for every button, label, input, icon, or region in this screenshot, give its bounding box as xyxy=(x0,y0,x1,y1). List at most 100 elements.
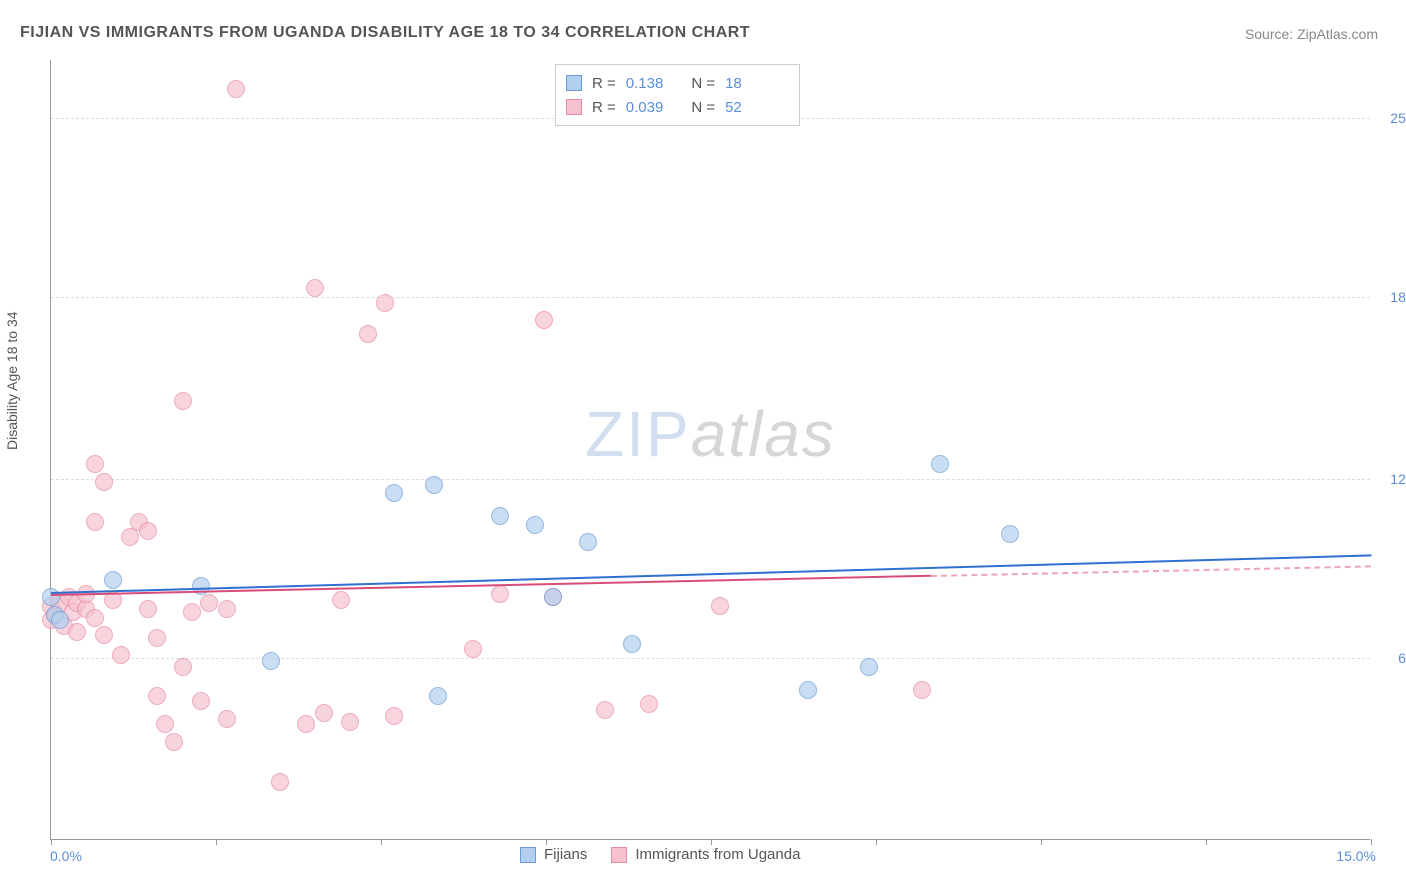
data-point-uganda xyxy=(68,623,86,641)
data-point-fijians xyxy=(104,571,122,589)
n-value: 52 xyxy=(725,99,742,116)
legend-row-fijians: R = 0.138 N = 18 xyxy=(566,71,789,95)
chart-title: FIJIAN VS IMMIGRANTS FROM UGANDA DISABIL… xyxy=(20,24,750,42)
r-label: R = xyxy=(592,75,616,92)
x-tick xyxy=(51,839,52,845)
chart-container: FIJIAN VS IMMIGRANTS FROM UGANDA DISABIL… xyxy=(0,0,1406,892)
x-tick xyxy=(216,839,217,845)
data-point-uganda xyxy=(139,522,157,540)
y-tick-label: 25.0% xyxy=(1375,110,1406,126)
legend-row-uganda: R = 0.039 N = 52 xyxy=(566,95,789,119)
data-point-uganda xyxy=(148,687,166,705)
data-point-fijians xyxy=(623,635,641,653)
y-tick-label: 18.8% xyxy=(1375,289,1406,305)
legend-label: Immigrants from Uganda xyxy=(635,846,800,863)
r-value: 0.039 xyxy=(626,99,664,116)
x-tick xyxy=(381,839,382,845)
data-point-uganda xyxy=(156,715,174,733)
y-axis-title: Disability Age 18 to 34 xyxy=(4,311,20,450)
data-point-uganda xyxy=(139,600,157,618)
data-point-uganda xyxy=(315,704,333,722)
data-point-uganda xyxy=(359,325,377,343)
data-point-fijians xyxy=(931,455,949,473)
data-point-fijians xyxy=(1001,525,1019,543)
data-point-uganda xyxy=(913,681,931,699)
data-point-uganda xyxy=(271,773,289,791)
data-point-uganda xyxy=(200,594,218,612)
n-label: N = xyxy=(691,75,715,92)
plot-area: ZIPatlas 6.3%12.5%18.8%25.0% xyxy=(50,60,1370,840)
data-point-uganda xyxy=(218,600,236,618)
y-tick-label: 6.3% xyxy=(1375,650,1406,666)
trend-line-uganda xyxy=(931,566,1371,578)
data-point-fijians xyxy=(262,652,280,670)
legend-label: Fijians xyxy=(544,846,587,863)
trend-line-fijians xyxy=(51,554,1371,594)
source-label: Source: ZipAtlas.com xyxy=(1245,26,1378,42)
x-axis-max-label: 15.0% xyxy=(1336,848,1376,864)
data-point-uganda xyxy=(218,710,236,728)
swatch-icon xyxy=(520,847,536,863)
swatch-icon xyxy=(611,847,627,863)
x-tick xyxy=(711,839,712,845)
x-tick xyxy=(1041,839,1042,845)
x-tick xyxy=(1206,839,1207,845)
gridline xyxy=(51,658,1370,659)
data-point-fijians xyxy=(51,611,69,629)
r-label: R = xyxy=(592,99,616,116)
r-value: 0.138 xyxy=(626,75,664,92)
data-point-uganda xyxy=(174,658,192,676)
legend-item-uganda: Immigrants from Uganda xyxy=(611,846,800,863)
gridline xyxy=(51,297,1370,298)
swatch-icon xyxy=(566,75,582,91)
data-point-fijians xyxy=(429,687,447,705)
data-point-uganda xyxy=(86,609,104,627)
data-point-uganda xyxy=(297,715,315,733)
x-tick xyxy=(876,839,877,845)
data-point-uganda xyxy=(596,701,614,719)
data-point-uganda xyxy=(112,646,130,664)
data-point-fijians xyxy=(385,484,403,502)
data-point-fijians xyxy=(491,507,509,525)
data-point-fijians xyxy=(579,533,597,551)
data-point-uganda xyxy=(341,713,359,731)
data-point-uganda xyxy=(306,279,324,297)
data-point-uganda xyxy=(95,626,113,644)
watermark: ZIPatlas xyxy=(585,397,836,471)
data-point-uganda xyxy=(86,513,104,531)
data-point-uganda xyxy=(332,591,350,609)
x-tick xyxy=(1371,839,1372,845)
data-point-uganda xyxy=(227,80,245,98)
correlation-legend: R = 0.138 N = 18 R = 0.039 N = 52 xyxy=(555,64,800,126)
data-point-fijians xyxy=(425,476,443,494)
data-point-uganda xyxy=(86,455,104,473)
x-axis-min-label: 0.0% xyxy=(50,848,82,864)
data-point-uganda xyxy=(192,692,210,710)
data-point-uganda xyxy=(640,695,658,713)
y-tick-label: 12.5% xyxy=(1375,471,1406,487)
data-point-fijians xyxy=(544,588,562,606)
n-label: N = xyxy=(691,99,715,116)
data-point-fijians xyxy=(799,681,817,699)
data-point-uganda xyxy=(535,311,553,329)
n-value: 18 xyxy=(725,75,742,92)
data-point-uganda xyxy=(183,603,201,621)
legend-item-fijians: Fijians xyxy=(520,846,587,863)
watermark-atlas: atlas xyxy=(691,398,836,470)
gridline xyxy=(51,479,1370,480)
data-point-uganda xyxy=(174,392,192,410)
data-point-fijians xyxy=(860,658,878,676)
data-point-uganda xyxy=(148,629,166,647)
x-tick xyxy=(546,839,547,845)
data-point-uganda xyxy=(165,733,183,751)
series-legend: Fijians Immigrants from Uganda xyxy=(520,846,800,863)
data-point-uganda xyxy=(711,597,729,615)
data-point-uganda xyxy=(464,640,482,658)
data-point-fijians xyxy=(526,516,544,534)
watermark-zip: ZIP xyxy=(585,398,691,470)
data-point-uganda xyxy=(491,585,509,603)
swatch-icon xyxy=(566,99,582,115)
data-point-uganda xyxy=(376,294,394,312)
data-point-uganda xyxy=(95,473,113,491)
data-point-uganda xyxy=(385,707,403,725)
